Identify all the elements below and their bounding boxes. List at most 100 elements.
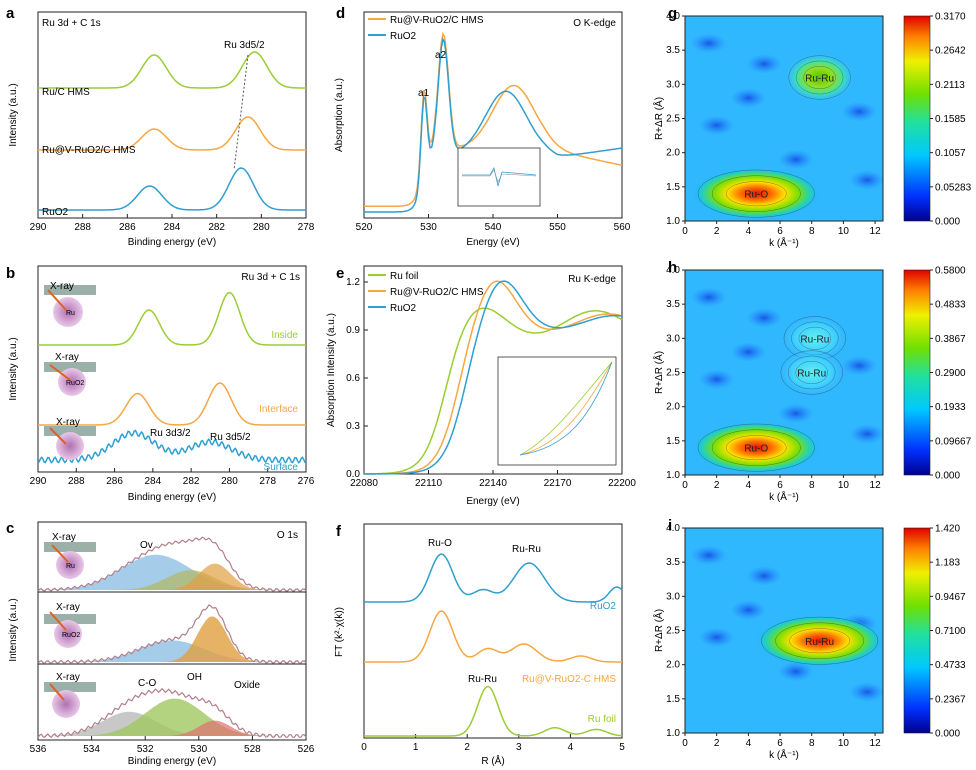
tick-label: 6 <box>777 480 783 491</box>
xray-schematic: X-ray RuO2 <box>44 352 96 396</box>
tick-label: 276 <box>298 476 315 487</box>
panel-e: e Ru K-edge Energy (eV) Absorption Inten… <box>326 265 636 507</box>
tick-label: 0.9 <box>346 325 360 336</box>
tick-label: 1.0 <box>666 728 680 739</box>
tick-label: 530 <box>190 744 207 755</box>
tick-label: 12 <box>870 738 882 749</box>
annotation: C-O <box>138 678 157 689</box>
curve-surface <box>37 429 307 464</box>
spot-label: Ru-O <box>744 444 768 455</box>
x-ticks: 536 534 532 530 528 526 <box>30 736 315 755</box>
tick-label: 2 <box>714 480 720 491</box>
tick-label: 4 <box>746 738 752 749</box>
curve-interface <box>38 382 306 426</box>
tick-label: 3.0 <box>666 79 680 90</box>
tick-label: 10 <box>838 480 850 491</box>
component-oxide <box>38 563 306 590</box>
colorbar-tick: 0.000 <box>935 217 960 228</box>
panel-letter: f <box>336 523 342 540</box>
tick-label: 282 <box>183 476 200 487</box>
inset-plot <box>457 147 541 207</box>
tick-label: 3.5 <box>666 45 680 56</box>
tick-label: 10 <box>838 738 850 749</box>
x-axis-label: Binding energy (eV) <box>128 756 216 767</box>
tick-label: 6 <box>777 226 783 237</box>
sphere-label: RuO2 <box>62 632 80 639</box>
tick-label: 1.2 <box>346 277 360 288</box>
tick-label: 536 <box>30 744 47 755</box>
tick-label: 288 <box>68 476 85 487</box>
tick-label: 550 <box>549 222 566 233</box>
curve-label: Ru/C HMS <box>42 87 90 98</box>
sphere-label: RuO2 <box>66 380 84 387</box>
curve-ruo2 <box>364 280 623 475</box>
tick-label: 10 <box>838 226 850 237</box>
colorbar-tick: 0.05283 <box>935 182 972 193</box>
tick-label: 2 <box>464 742 470 753</box>
tick-label: 5 <box>619 742 625 753</box>
peak-label: Ru-Ru <box>468 674 497 685</box>
panel-letter: h <box>668 259 677 276</box>
tick-label: 540 <box>485 222 502 233</box>
xray-label: X-ray <box>56 417 80 428</box>
colorbar-tick: 0.09667 <box>935 436 972 447</box>
plot-frame <box>37 11 307 219</box>
tick-label: 560 <box>614 222 631 233</box>
axis-ticks: 22080 22110 22140 22170 22200 0.0 0.3 0.6 0.9 1.2 <box>346 277 636 489</box>
curve-ru-v-ruo2 <box>364 31 623 207</box>
annotation: Ru 3d3/2 <box>150 428 191 439</box>
heatmap-field <box>685 270 883 475</box>
xray-schematic: X-ray <box>44 417 96 460</box>
curve-label: Ru@V-RuO2-C HMS <box>522 674 616 685</box>
xray-schematic: X-ray Ru <box>44 532 96 579</box>
corner-label: O 1s <box>277 530 298 541</box>
peak-shift-guide <box>233 54 249 171</box>
colorbar-tick: 0.1585 <box>935 114 966 125</box>
legend-label: RuO2 <box>390 303 417 314</box>
corner-label: Ru K-edge <box>568 274 616 285</box>
heat-spot <box>755 614 883 667</box>
curve-label: RuO2 <box>590 601 617 612</box>
x-axis-label: Binding energy (eV) <box>128 237 216 248</box>
envelope <box>37 604 307 665</box>
x-axis-label: Energy (eV) <box>466 237 519 248</box>
component-oh <box>38 570 306 590</box>
x-axis-label: Binding energy (eV) <box>128 492 216 503</box>
annotation: Ru 3d5/2 <box>210 432 251 443</box>
tick-label: 0.6 <box>346 373 360 384</box>
tick-label: 530 <box>420 222 437 233</box>
xray-label: X-ray <box>56 672 80 683</box>
envelope <box>37 536 307 592</box>
tick-label: 2.5 <box>666 114 680 125</box>
peak-label: Ru-Ru <box>512 544 541 555</box>
tick-label: 1 <box>413 742 419 753</box>
colorbar-tick: 0.2642 <box>935 46 966 57</box>
heat-spot <box>777 348 846 397</box>
curve-ruo2 <box>38 167 306 211</box>
sphere-label: Ru <box>66 563 75 570</box>
colorbar-tick: 0.000 <box>935 729 960 740</box>
component-ov <box>38 554 306 590</box>
colorbar-tick: 1.183 <box>935 558 960 569</box>
heat-spot <box>785 53 854 102</box>
xray-label: X-ray <box>50 281 74 292</box>
envelope <box>37 687 307 739</box>
panel-letter: a <box>6 5 15 22</box>
x-axis-label: R (Å) <box>481 754 504 767</box>
colorbar-tick: 0.1933 <box>935 402 966 413</box>
xray-label: X-ray <box>55 352 79 363</box>
tick-label: 4 <box>568 742 574 753</box>
tick-label: 8 <box>809 480 815 491</box>
tick-label: 0 <box>682 480 688 491</box>
tick-label: 12 <box>870 226 882 237</box>
tick-label: 286 <box>106 476 123 487</box>
x-ticks: 290 288 286 284 282 280 278 <box>30 214 315 233</box>
tick-label: 1.0 <box>666 470 680 481</box>
curve-ruo2 <box>364 37 623 213</box>
tick-label: 526 <box>298 744 315 755</box>
curve-ru-foil <box>364 307 623 475</box>
tick-label: 3.5 <box>666 557 680 568</box>
component-oxide <box>38 720 306 736</box>
curve-inside <box>38 291 306 346</box>
